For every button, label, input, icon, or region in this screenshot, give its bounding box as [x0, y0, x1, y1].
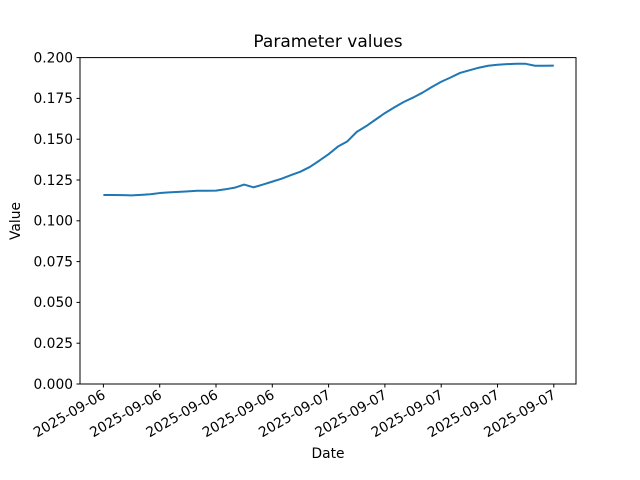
- y-axis-label: Value: [8, 202, 24, 240]
- y-tick-label: 0.125: [34, 173, 74, 189]
- y-tick-label: 0.100: [34, 214, 74, 230]
- y-tick-label: 0.000: [34, 377, 74, 393]
- y-tick-label: 0.150: [34, 132, 74, 148]
- y-tick-label: 0.025: [34, 336, 74, 352]
- y-tick-label: 0.175: [34, 91, 74, 107]
- y-tick-label: 0.050: [34, 295, 74, 311]
- y-tick-label: 0.075: [34, 254, 74, 270]
- series-line: [103, 62, 554, 197]
- axes-frame: [79, 57, 577, 385]
- x-axis-label: Date: [311, 446, 345, 462]
- y-tick-label: 0.200: [34, 50, 74, 66]
- chart-title: Parameter values: [253, 32, 403, 52]
